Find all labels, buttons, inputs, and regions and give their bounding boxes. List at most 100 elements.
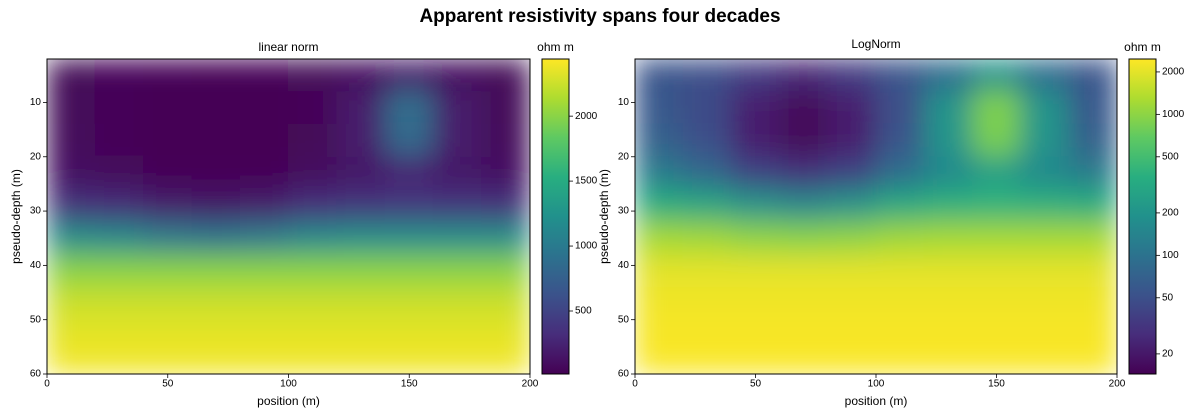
heatmap-cell — [239, 156, 289, 190]
heatmap-cell — [730, 286, 781, 321]
heatmap-cell — [143, 221, 193, 256]
colorbar-tick-label: 100 — [1162, 250, 1179, 261]
colorbar-tick-label: 2000 — [575, 111, 598, 122]
heatmap-cell — [923, 188, 973, 223]
colorbar — [1128, 58, 1157, 375]
heatmap-cell — [827, 59, 877, 93]
heatmap-cell — [1068, 156, 1117, 190]
heatmap-cell — [239, 254, 289, 288]
heatmap-cell — [143, 351, 193, 374]
heatmap-cell — [336, 91, 386, 125]
heatmap-cell — [875, 351, 925, 374]
heatmap-cell — [635, 156, 684, 190]
heatmap-cell — [94, 188, 145, 223]
heatmap-cell — [779, 286, 829, 321]
heatmap-cell — [635, 254, 684, 288]
heatmap-cell — [730, 91, 781, 125]
heatmap-cell — [779, 254, 829, 288]
heatmap-cell — [94, 286, 145, 321]
heatmap-cell — [779, 59, 829, 93]
heatmap-cell — [635, 91, 684, 125]
heatmap-cell — [239, 351, 289, 374]
y-axis-label: pseudo-depth (m) — [9, 169, 23, 264]
colorbar — [541, 58, 570, 375]
heatmap-cell — [730, 351, 781, 374]
heatmap-cell — [827, 123, 877, 158]
heatmap-cell — [384, 351, 434, 374]
heatmap-cell — [432, 254, 483, 288]
heatmap-cell — [1068, 221, 1117, 256]
heatmap-cell — [239, 319, 289, 353]
x-tick-label: 150 — [988, 379, 1005, 390]
x-axis-label: position (m) — [845, 394, 908, 408]
heatmap-cell — [191, 156, 241, 190]
heatmap-cell — [682, 319, 732, 353]
heatmap-cell — [827, 319, 877, 353]
heatmap-cell — [288, 221, 338, 256]
heatmap-cell — [191, 91, 241, 125]
heatmap-cell — [288, 123, 338, 158]
colorbar-tick-label: 500 — [1162, 151, 1179, 162]
heatmap-cell — [923, 123, 973, 158]
heatmap-cell — [288, 91, 338, 125]
heatmap-cell — [779, 91, 829, 125]
heatmap-cell — [191, 59, 241, 93]
heatmap-cell — [288, 254, 338, 288]
heatmap-cell — [635, 59, 684, 93]
heatmap-cell — [239, 123, 289, 158]
heatmap-cell — [1068, 286, 1117, 321]
y-tick-label: 30 — [30, 206, 42, 217]
colorbar-tick-label: 20 — [1162, 349, 1174, 360]
heatmap-cell — [384, 286, 434, 321]
y-tick-label: 30 — [618, 206, 630, 217]
heatmap-cell — [94, 254, 145, 288]
heatmap-cell — [875, 286, 925, 321]
heatmap-cell — [971, 319, 1022, 353]
heatmap-cell — [191, 123, 241, 158]
heatmap-cell — [971, 123, 1022, 158]
heatmap-cell — [384, 123, 434, 158]
heatmap-cell — [288, 188, 338, 223]
heatmap-cell — [971, 91, 1022, 125]
heatmap-cell — [143, 59, 193, 93]
heatmap-cell — [384, 319, 434, 353]
heatmap-cell — [94, 351, 145, 374]
heatmap-cell — [336, 221, 386, 256]
heatmap-cell — [47, 351, 96, 374]
y-tick-label: 10 — [30, 97, 42, 108]
heatmap-cell — [432, 59, 483, 93]
heatmap-cell — [971, 188, 1022, 223]
heatmap-cell — [94, 156, 145, 190]
heatmap-cell — [682, 188, 732, 223]
heatmap-cell — [191, 351, 241, 374]
heatmap-cell — [191, 221, 241, 256]
heatmap-cell — [1068, 254, 1117, 288]
heatmap-cell — [875, 123, 925, 158]
heatmap-cell — [432, 123, 483, 158]
heatmap-cell — [336, 59, 386, 93]
heatmap — [635, 59, 1117, 374]
heatmap-cell — [191, 319, 241, 353]
heatmap-cell — [239, 188, 289, 223]
heatmap-cell — [730, 59, 781, 93]
heatmap-cell — [384, 188, 434, 223]
heatmap-cell — [682, 156, 732, 190]
heatmap-cell — [1020, 59, 1070, 93]
heatmap-cell — [143, 188, 193, 223]
colorbar-label: ohm m — [537, 40, 574, 54]
heatmap-cell — [288, 319, 338, 353]
heatmap-cell — [779, 351, 829, 374]
heatmap-cell — [47, 59, 96, 93]
heatmap-cell — [971, 59, 1022, 93]
heatmap-cell — [1020, 123, 1070, 158]
heatmap-cell — [481, 319, 530, 353]
heatmap-cell — [336, 123, 386, 158]
heatmap-cell — [288, 351, 338, 374]
heatmap-cell — [1020, 156, 1070, 190]
heatmap-cell — [481, 188, 530, 223]
heatmap-cell — [730, 123, 781, 158]
x-tick-label: 100 — [868, 379, 885, 390]
heatmap-cell — [336, 156, 386, 190]
heatmap-cell — [191, 188, 241, 223]
heatmap-cell — [384, 254, 434, 288]
